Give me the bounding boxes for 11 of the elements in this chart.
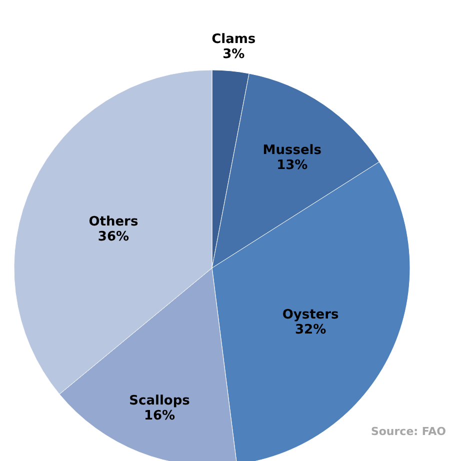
source-note: Source: FAO <box>370 425 446 438</box>
slice-label: Scallops <box>129 394 190 409</box>
slice-label: Mussels <box>262 143 322 158</box>
slice-label: Others <box>88 214 138 230</box>
slice-label: Clams <box>212 32 256 48</box>
data-label: 16% <box>144 408 176 424</box>
slice-label: Oysters <box>282 307 340 322</box>
data-label: 3% <box>222 47 245 62</box>
data-label: 32% <box>294 322 326 338</box>
data-label: 13% <box>276 158 308 174</box>
data-label: 36% <box>98 230 130 245</box>
